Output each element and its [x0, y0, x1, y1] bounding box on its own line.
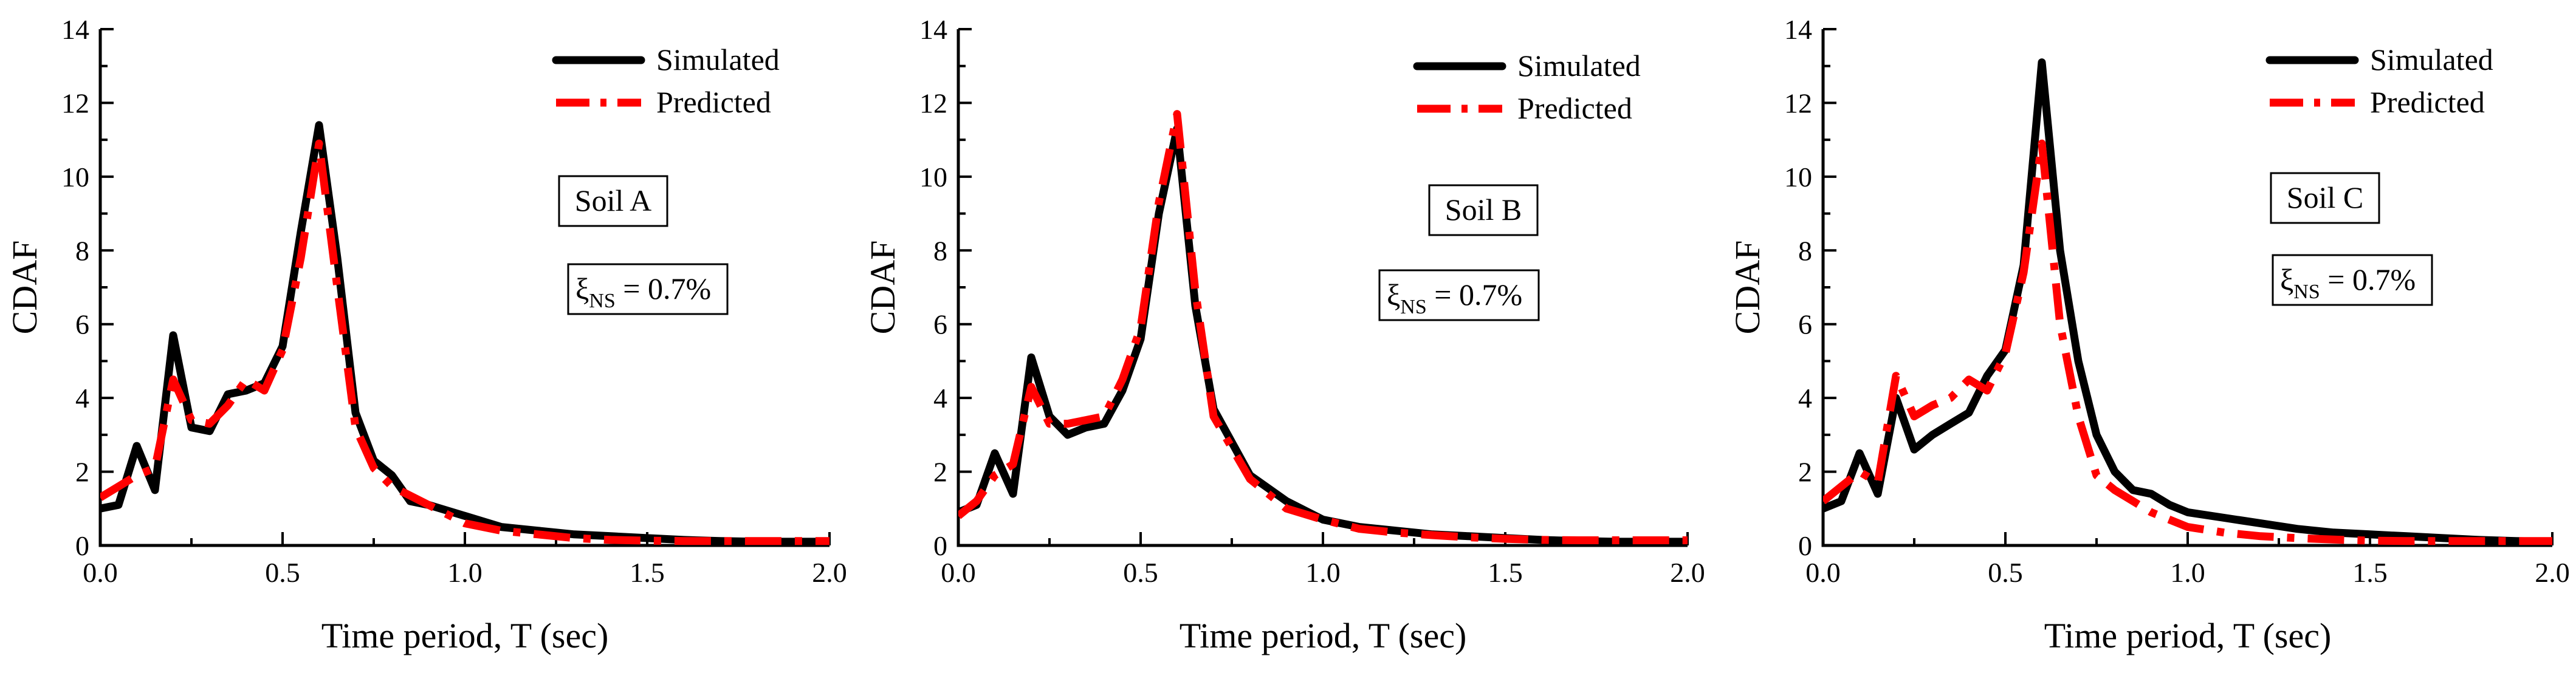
x-tick-label: 0.0	[1805, 557, 1841, 588]
y-tick-label: 4	[933, 383, 947, 414]
soil-label-box	[2270, 172, 2380, 224]
legend: Simulated Predicted	[2265, 43, 2493, 119]
series-line-simulated	[958, 125, 1688, 545]
soil-label: Soil C	[2287, 180, 2363, 214]
legend-label-predicted: Predicted	[2370, 85, 2485, 119]
y-tick-label: 6	[75, 309, 89, 340]
y-tick-label: 0	[1798, 530, 1812, 561]
y-tick-label: 6	[933, 309, 947, 340]
soil-label-box	[558, 175, 668, 227]
legend-label-predicted: Predicted	[656, 85, 771, 119]
y-tick-label: 8	[75, 235, 89, 266]
x-axis-title: Time period, T (sec)	[2044, 616, 2332, 655]
y-tick-label: 6	[1798, 309, 1812, 340]
x-tick-label: 1.0	[447, 557, 483, 588]
y-tick-label: 2	[933, 457, 947, 488]
y-tick-label: 12	[919, 87, 947, 118]
y-tick-label: 14	[1784, 14, 1812, 45]
y-tick-label: 10	[919, 162, 947, 193]
y-tick-label: 10	[1784, 162, 1812, 193]
damping-box	[1378, 269, 1540, 321]
y-axis-title: CDAF	[863, 241, 902, 335]
series-line-predicted	[100, 139, 829, 545]
y-tick-label: 2	[75, 457, 89, 488]
y-tick-label: 0	[75, 530, 89, 561]
damping-label: ξNS = 0.7%	[1387, 278, 1522, 318]
x-tick-label: 0.0	[941, 557, 976, 588]
series-line-simulated	[1823, 58, 2552, 545]
series-line-predicted	[958, 110, 1688, 544]
x-axis-title: Time period, T (sec)	[1180, 616, 1467, 655]
y-tick-label: 14	[61, 14, 89, 45]
y-axis-title: CDAF	[5, 241, 44, 335]
x-tick-label: 2.0	[2535, 557, 2570, 588]
damping-label: ξNS = 0.7%	[2280, 262, 2416, 303]
y-tick-label: 10	[61, 162, 89, 193]
soil-label: Soil A	[575, 183, 651, 217]
series-line-simulated	[100, 121, 829, 545]
legend-label-simulated: Simulated	[1517, 49, 1641, 83]
x-tick-label: 0.5	[1123, 557, 1158, 588]
damping-box	[2272, 254, 2433, 306]
soil-label: Soil B	[1445, 193, 1522, 227]
y-tick-label: 12	[61, 87, 89, 118]
y-tick-label: 8	[1798, 235, 1812, 266]
x-tick-label: 1.0	[2170, 557, 2205, 588]
chart-panel-2: 0 2 4 6 8 10 12 14 0.0 0.5 1.0 1.5 2.0 Time period, T…	[863, 14, 1705, 655]
x-axis-title: Time period, T (sec)	[321, 616, 609, 655]
legend-label-predicted: Predicted	[1517, 91, 1632, 125]
y-tick-label: 4	[1798, 383, 1812, 414]
series-line-predicted	[1823, 139, 2552, 545]
chart-panel-1: 0 2 4 6 8 10 12 14 0.0 0.5 1.0 1.5 2.0 Time period, T…	[5, 14, 847, 655]
legend: Simulated Predicted	[1413, 49, 1641, 125]
x-tick-label: 1.0	[1305, 557, 1341, 588]
y-tick-label: 12	[1784, 87, 1812, 118]
legend-label-simulated: Simulated	[2370, 43, 2493, 77]
y-tick-label: 8	[933, 235, 947, 266]
legend: Simulated Predicted	[552, 43, 780, 119]
x-tick-label: 2.0	[812, 557, 847, 588]
x-tick-label: 1.5	[630, 557, 665, 588]
y-axis-title: CDAF	[1728, 241, 1767, 335]
y-tick-label: 2	[1798, 457, 1812, 488]
soil-label-box	[1428, 184, 1539, 236]
damping-label: ξNS = 0.7%	[575, 272, 711, 312]
x-tick-label: 2.0	[1670, 557, 1705, 588]
y-tick-label: 0	[933, 530, 947, 561]
x-tick-label: 0.0	[83, 557, 118, 588]
chart-panel-3: 0 2 4 6 8 10 12 14 0.0 0.5 1.0 1.5 2.0 Time period, T…	[1728, 14, 2570, 655]
x-tick-label: 1.5	[1488, 557, 1523, 588]
legend-label-simulated: Simulated	[656, 43, 780, 77]
damping-box	[567, 263, 729, 315]
x-tick-label: 0.5	[265, 557, 300, 588]
x-tick-label: 1.5	[2352, 557, 2388, 588]
y-tick-label: 14	[919, 14, 947, 45]
y-tick-label: 4	[75, 383, 89, 414]
x-tick-label: 0.5	[1988, 557, 2023, 588]
